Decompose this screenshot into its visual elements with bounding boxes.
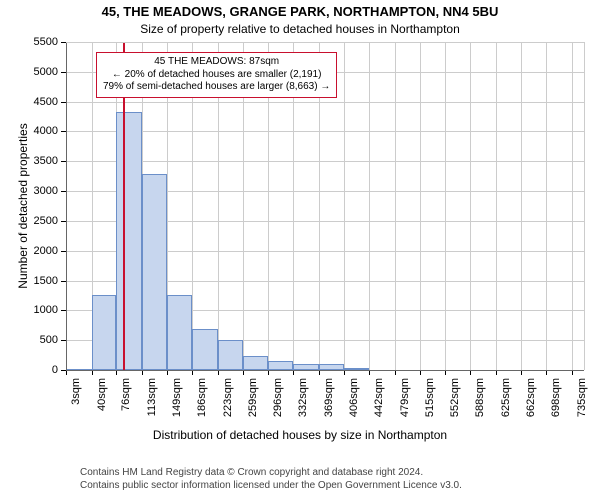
histogram-bar [268,361,293,370]
chart-container: { "title": { "main": "45, THE MEADOWS, G… [0,0,600,500]
histogram-bar [116,112,142,370]
ytick-label: 4000 [26,125,58,137]
xtick-label: 698sqm [550,378,562,417]
xtick-label: 515sqm [424,378,436,417]
xtick-label: 113sqm [146,378,158,416]
ytick-label: 2500 [26,215,58,227]
axis-line-top [66,42,584,43]
ytick-label: 1500 [26,275,58,287]
xtick-label: 442sqm [373,378,385,417]
grid-line-v [344,42,345,370]
ytick-label: 2000 [26,245,58,257]
grid-line-h [66,131,584,132]
ytick-label: 5500 [26,36,58,48]
grid-line-h [66,102,584,103]
xtick-label: 735sqm [576,378,588,417]
grid-line-v [470,42,471,370]
ytick-label: 500 [26,334,58,346]
xtick-label: 552sqm [449,378,461,417]
xtick-label: 332sqm [297,378,309,417]
grid-line-v [521,42,522,370]
grid-line-h [66,161,584,162]
grid-line-v [395,42,396,370]
axis-line-left [66,42,67,370]
histogram-bar [192,329,218,370]
axis-line-right [584,42,585,370]
ytick-label: 1000 [26,304,58,316]
ytick-label: 5000 [26,66,58,78]
chart-title-sub: Size of property relative to detached ho… [0,22,600,36]
xtick-label: 369sqm [323,378,335,417]
axis-line-bottom [66,370,584,371]
x-axis-label: Distribution of detached houses by size … [0,428,600,442]
xtick-label: 479sqm [399,378,411,417]
ytick-label: 3000 [26,185,58,197]
xtick-label: 3sqm [70,378,82,405]
grid-line-v [420,42,421,370]
histogram-bar [218,340,243,370]
chart-title-main: 45, THE MEADOWS, GRANGE PARK, NORTHAMPTO… [0,4,600,19]
xtick-label: 186sqm [196,378,208,417]
xtick-label: 662sqm [525,378,537,417]
xtick-label: 406sqm [348,378,360,417]
annotation-line: ← 20% of detached houses are smaller (2,… [103,69,330,82]
ytick-label: 4500 [26,96,58,108]
xtick-label: 259sqm [247,378,259,417]
xtick-label: 296sqm [272,378,284,417]
footer-line: Contains public sector information licen… [80,479,462,492]
xtick-label: 625sqm [500,378,512,417]
annotation-box: 45 THE MEADOWS: 87sqm ← 20% of detached … [96,52,337,98]
xtick-label: 149sqm [171,378,183,417]
xtick-label: 588sqm [474,378,486,417]
grid-line-v [572,42,573,370]
xtick-label: 76sqm [120,378,132,411]
annotation-line: 79% of semi-detached houses are larger (… [103,81,330,94]
grid-line-v [445,42,446,370]
histogram-bar [142,174,167,370]
histogram-bar [92,295,117,370]
xtick-label: 223sqm [222,378,234,417]
grid-line-v [369,42,370,370]
footer-line: Contains HM Land Registry data © Crown c… [80,466,462,479]
grid-line-v [496,42,497,370]
xtick-label: 40sqm [96,378,108,411]
y-axis-label: Number of detached properties [16,123,30,288]
ytick-label: 3500 [26,155,58,167]
grid-line-v [546,42,547,370]
histogram-bar [167,295,193,370]
footer-attribution: Contains HM Land Registry data © Crown c… [80,466,462,492]
annotation-line: 45 THE MEADOWS: 87sqm [103,56,330,69]
histogram-bar [243,356,269,370]
ytick-label: 0 [26,364,58,376]
